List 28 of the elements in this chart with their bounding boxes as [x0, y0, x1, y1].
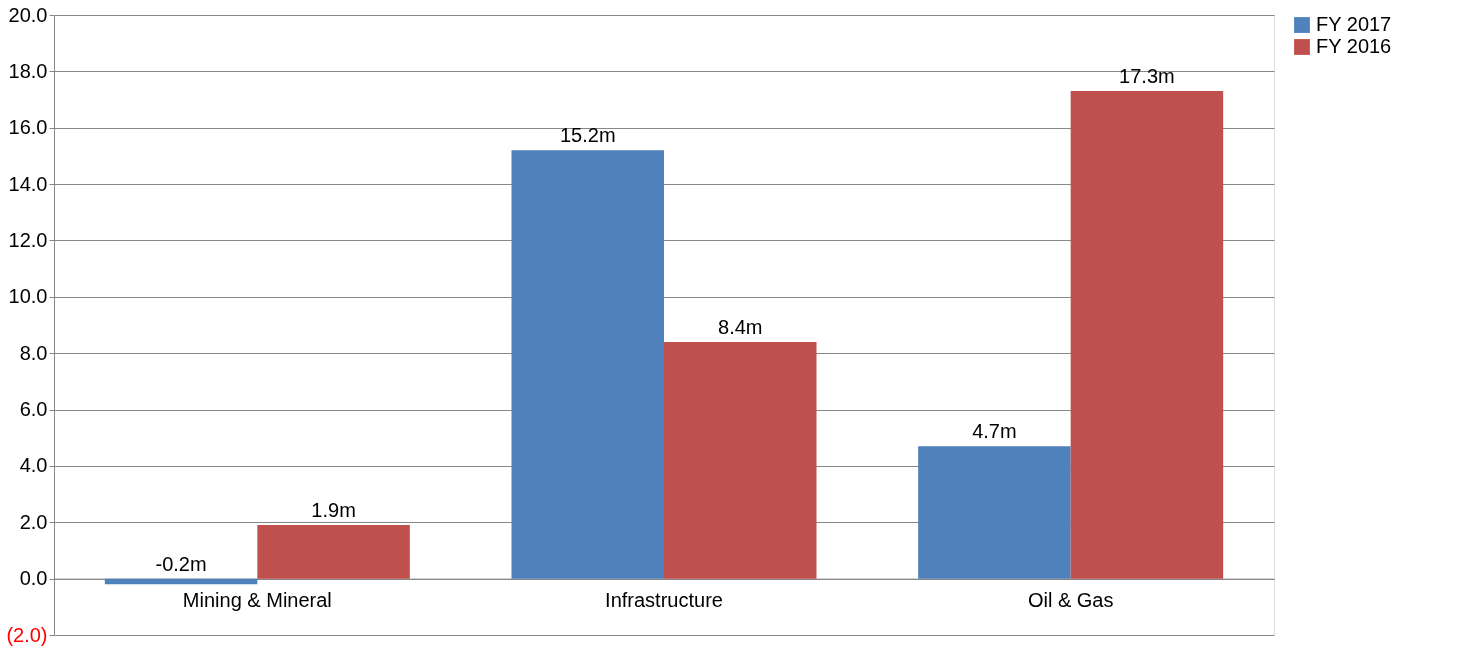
- y-tick-label: 2.0: [19, 510, 48, 533]
- y-tick-label: 18.0: [8, 59, 48, 82]
- bar: [664, 341, 817, 579]
- data-label: 8.4m: [718, 315, 763, 338]
- y-tick-label: 8.0: [19, 341, 48, 364]
- y-tick-label: 4.0: [19, 454, 48, 477]
- legend-label: FY 2017: [1316, 13, 1392, 35]
- x-tick-label: Mining & Mineral: [182, 589, 332, 612]
- bar: [918, 446, 1071, 579]
- data-label: 17.3m: [1119, 65, 1175, 88]
- data-label: -0.2m: [155, 552, 207, 575]
- data-label: 1.9m: [311, 499, 356, 522]
- y-tick-label: 10.0: [8, 285, 48, 308]
- y-tick-label: 6.0: [19, 398, 48, 421]
- legend-label: FY 2016: [1316, 35, 1392, 57]
- y-tick-label: 14.0: [8, 172, 48, 195]
- y-tick-label: 16.0: [8, 116, 48, 139]
- bar: [511, 150, 664, 579]
- x-tick-label: Infrastructure: [605, 589, 723, 612]
- y-tick-label: 0.0: [19, 567, 48, 590]
- x-tick-label: Oil & Gas: [1027, 589, 1114, 612]
- y-tick-label: 20.0: [8, 3, 48, 26]
- data-label: 4.7m: [972, 420, 1017, 443]
- y-tick-label: 12.0: [8, 228, 48, 251]
- bar: [257, 525, 410, 579]
- y-tick-label: (2.0): [6, 623, 48, 646]
- data-label: 15.2m: [559, 124, 616, 147]
- bar: [1070, 91, 1224, 579]
